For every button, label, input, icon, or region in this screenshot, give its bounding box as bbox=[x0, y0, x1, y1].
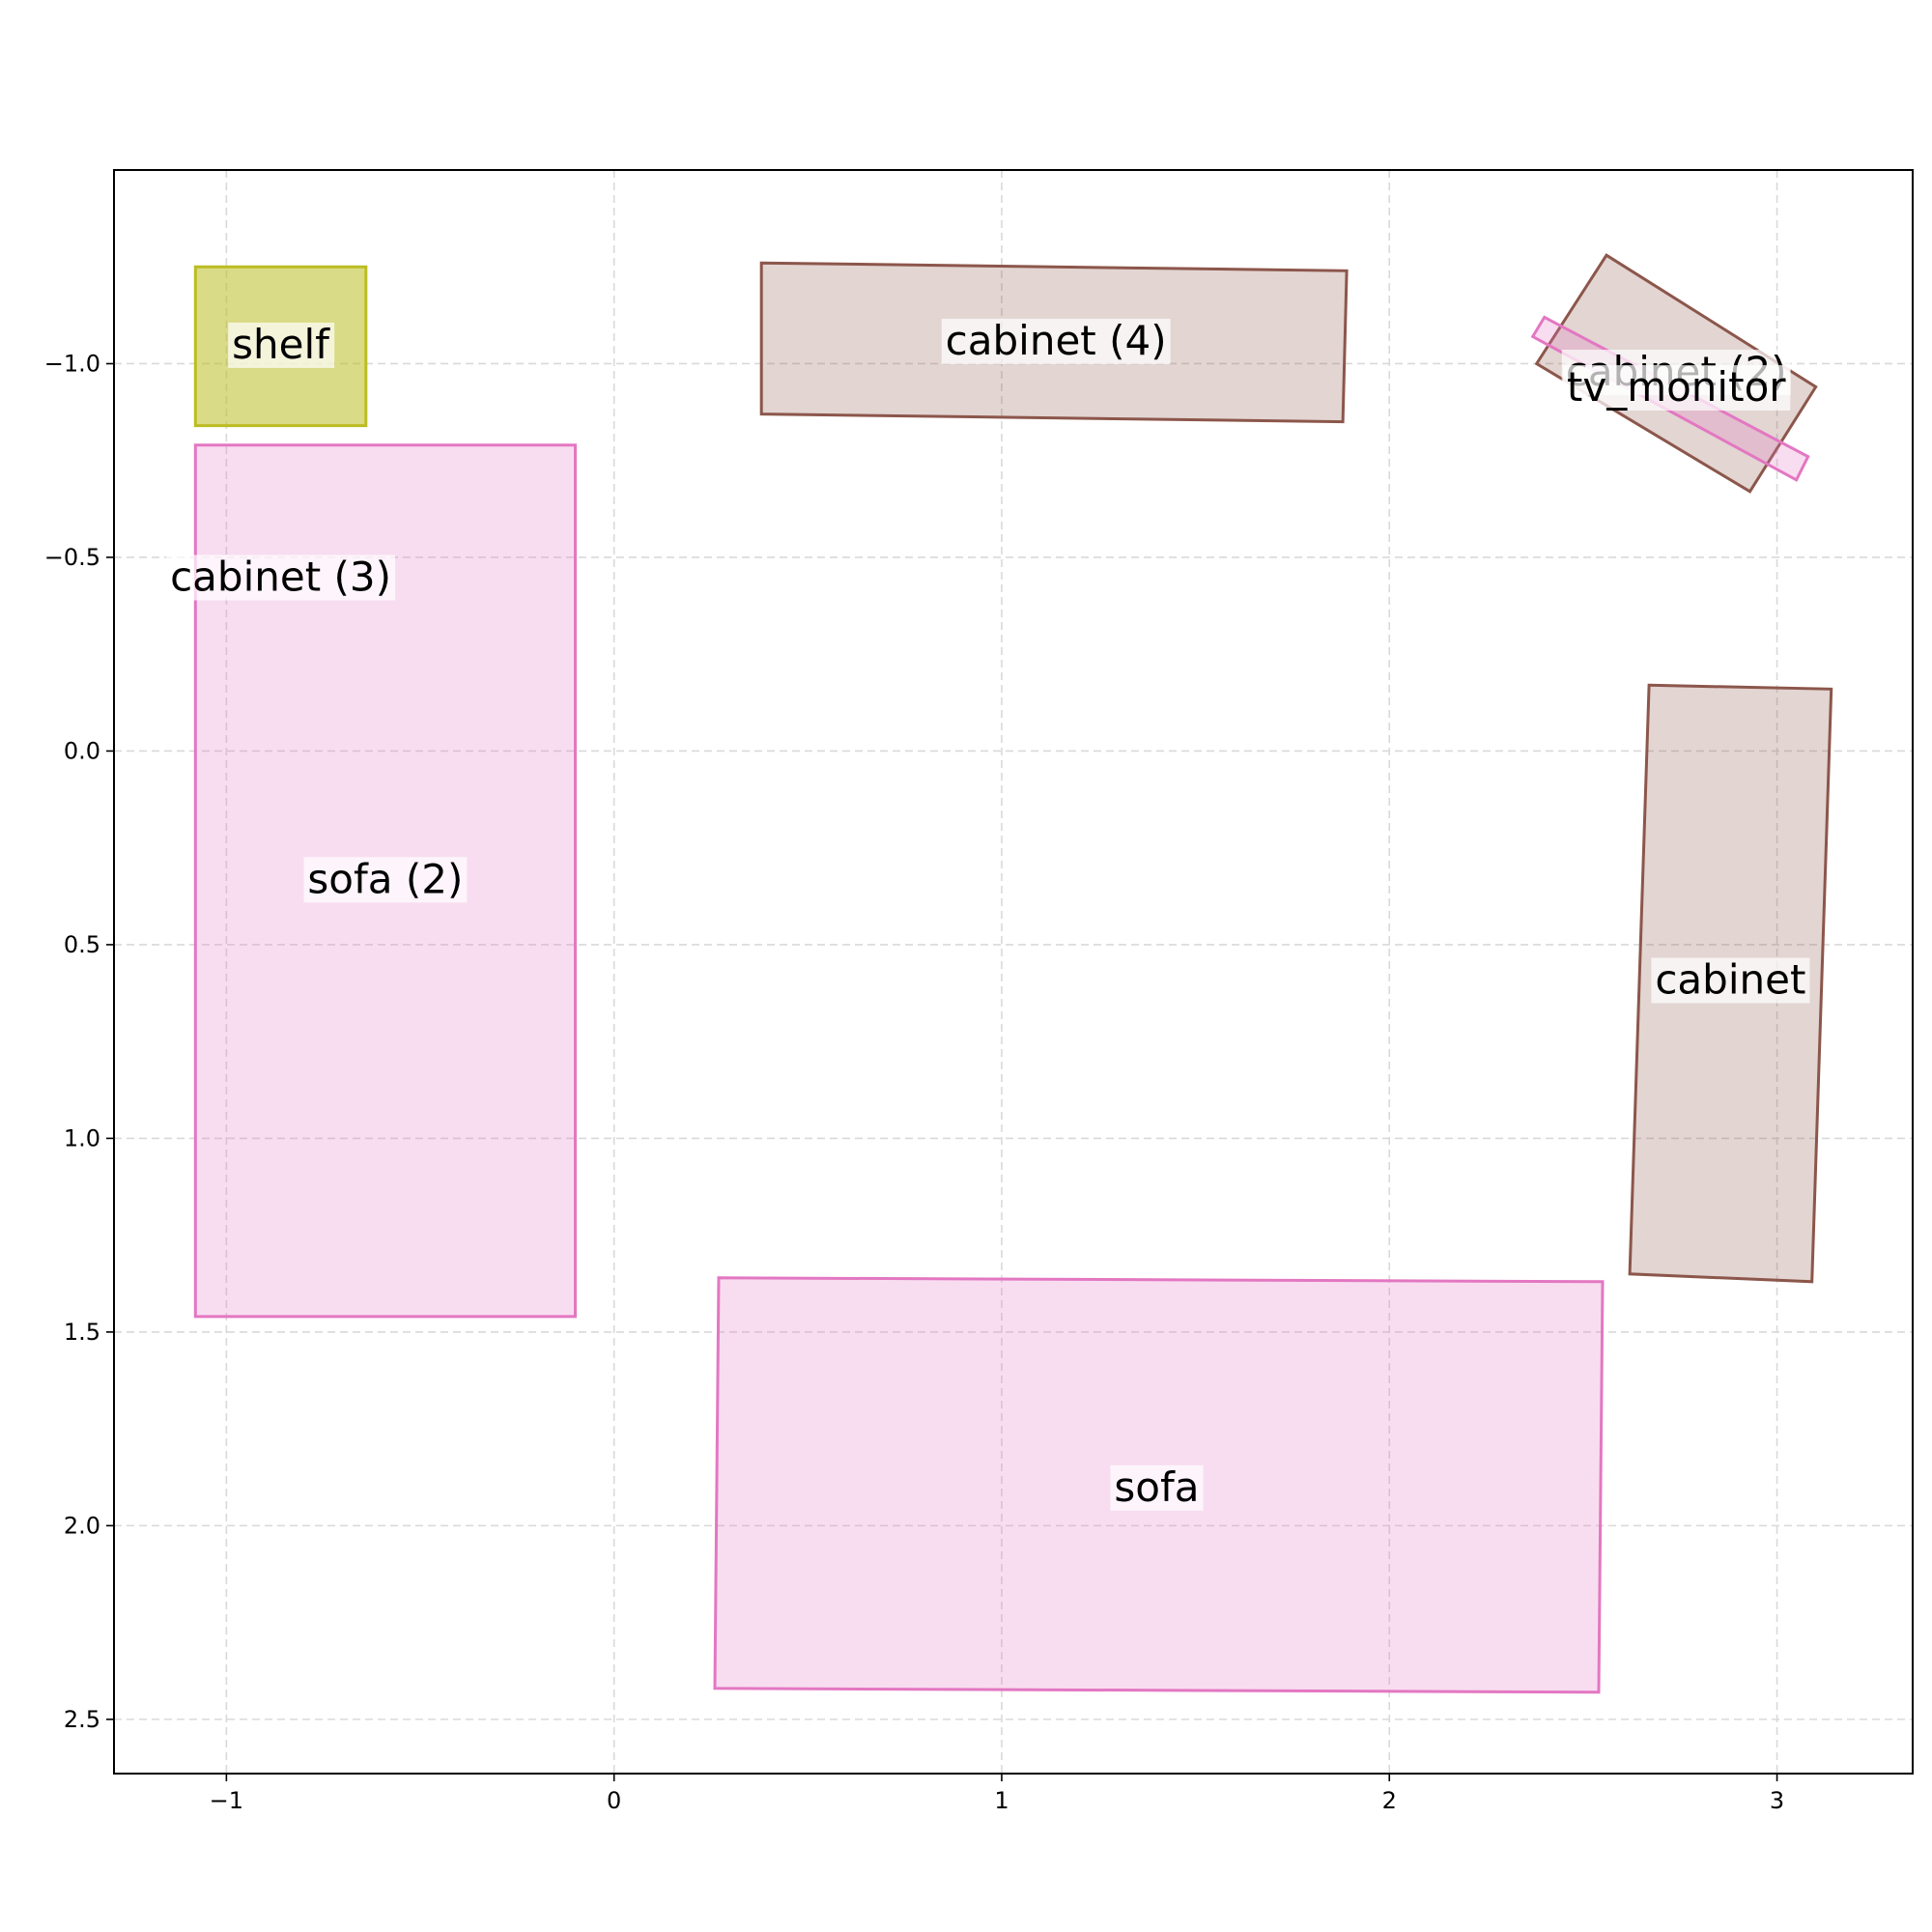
y-tick-label: 2.5 bbox=[64, 1706, 100, 1733]
y-tick-label: −0.5 bbox=[44, 544, 100, 571]
y-tick-label: 1.5 bbox=[64, 1319, 100, 1346]
y-tick-label: 0.0 bbox=[64, 737, 100, 764]
sofa-1-label-bg bbox=[1110, 1464, 1204, 1511]
tv-monitor-label-text: tv_monitor bbox=[1567, 363, 1786, 411]
cabinet-4-label-bg bbox=[941, 318, 1171, 364]
cabinet-3-label: cabinet (3) bbox=[166, 554, 396, 601]
sofa-1-label: sofa bbox=[1110, 1463, 1204, 1511]
y-tick-label: 0.5 bbox=[64, 931, 100, 958]
x-tick-label: −1 bbox=[210, 1787, 243, 1814]
tick-layer: −1 0 1 2 3 −1.0 −0.5 0.0 0.5 1.0 1.5 2.0 2.5 bbox=[44, 350, 1784, 1814]
cabinet-1-label-bg bbox=[1651, 957, 1810, 1004]
y-tick-label: −1.0 bbox=[44, 350, 100, 377]
cabinet-1-label: cabinet bbox=[1651, 956, 1810, 1004]
x-tick-label: 2 bbox=[1382, 1787, 1397, 1814]
tv-monitor-label-bg bbox=[1562, 365, 1791, 412]
x-tick-label: 1 bbox=[994, 1787, 1009, 1814]
sofa-2-label-text: sofa (2) bbox=[307, 855, 463, 902]
y-tick-label: 1.0 bbox=[64, 1124, 100, 1151]
cabinet-3-label-bg bbox=[166, 554, 396, 601]
shelf-label: shelf bbox=[228, 321, 335, 368]
x-tick-label: 0 bbox=[607, 1787, 621, 1814]
cabinet-4-label-text: cabinet (4) bbox=[946, 317, 1167, 364]
cabinet-1-label-text: cabinet bbox=[1655, 956, 1805, 1004]
sofa-2-label-bg bbox=[303, 857, 468, 903]
shelf-label-bg bbox=[228, 322, 335, 368]
shelf-label-text: shelf bbox=[232, 321, 330, 368]
tv-monitor-label: tv_monitor bbox=[1562, 363, 1791, 412]
cabinet-3-label-text: cabinet (3) bbox=[170, 554, 391, 601]
grid-lines bbox=[114, 170, 1913, 1774]
y-tick-label: 2.0 bbox=[64, 1512, 100, 1539]
cabinet-4-label: cabinet (4) bbox=[941, 317, 1171, 364]
objects-layer bbox=[193, 253, 1833, 1694]
sofa-1-label-text: sofa bbox=[1114, 1463, 1199, 1511]
x-tick-label: 3 bbox=[1770, 1787, 1784, 1814]
sofa-2-label: sofa (2) bbox=[303, 855, 468, 903]
axes-frame bbox=[113, 169, 1914, 1775]
